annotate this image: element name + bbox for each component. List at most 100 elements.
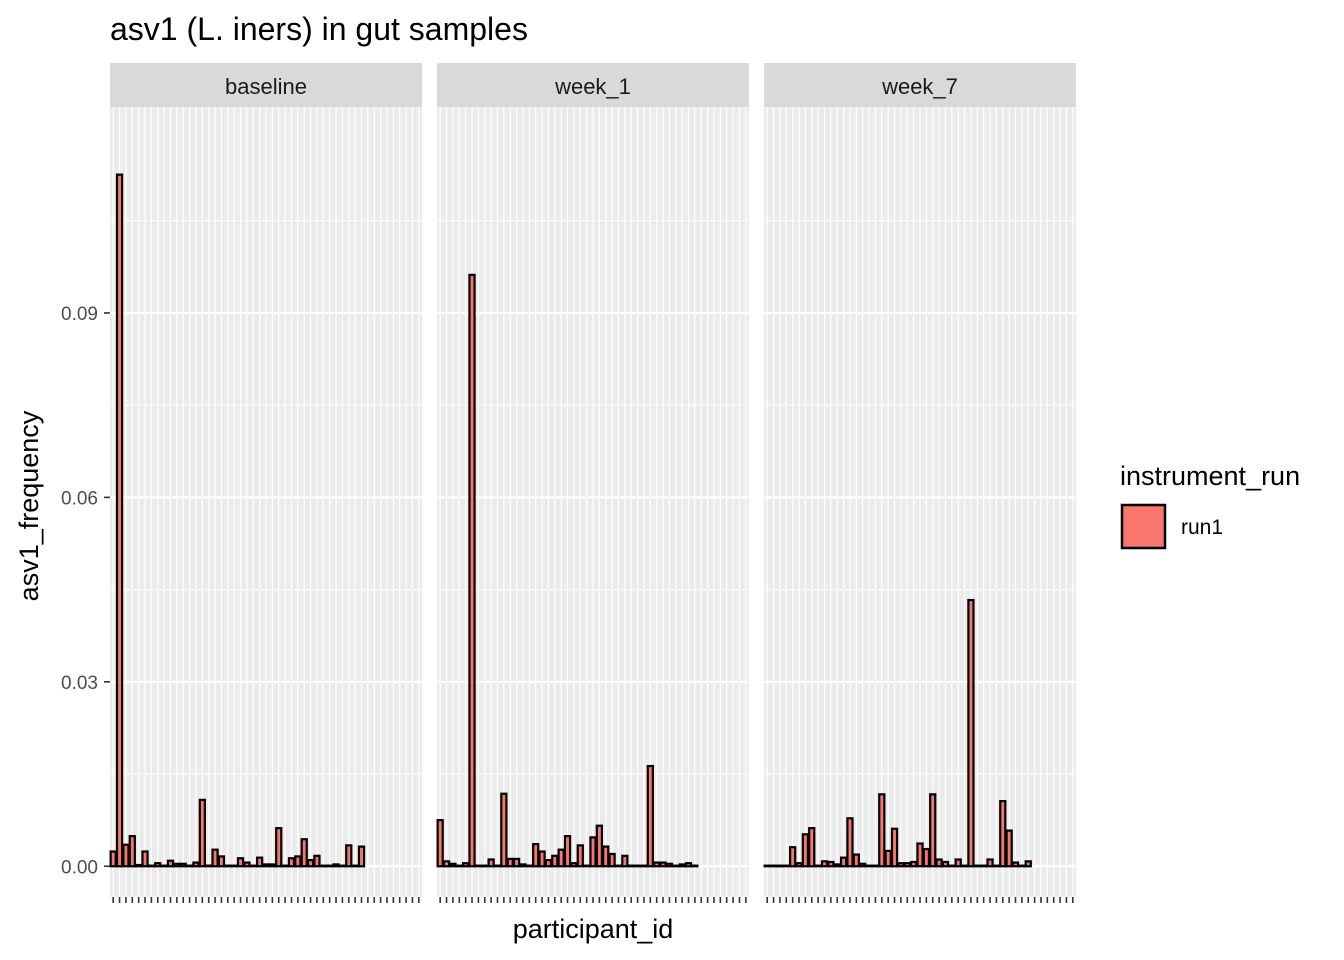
bar <box>986 858 994 868</box>
bar <box>973 864 981 868</box>
bar <box>589 836 597 868</box>
bar <box>640 864 648 868</box>
legend-title: instrument_run <box>1120 461 1300 491</box>
bar <box>332 863 340 868</box>
x-axis-title: participant_id <box>513 914 674 944</box>
bar <box>532 843 540 868</box>
bar <box>173 862 181 868</box>
bar <box>999 799 1007 868</box>
bar <box>820 860 829 868</box>
bar <box>436 819 444 868</box>
bar <box>160 864 168 868</box>
bar <box>960 864 969 868</box>
bar <box>916 842 924 868</box>
bar <box>262 863 270 868</box>
bar <box>519 863 527 868</box>
bar <box>313 854 321 868</box>
bar <box>576 844 584 868</box>
facet-strip <box>437 63 749 107</box>
bar <box>512 857 521 868</box>
bar <box>224 864 232 868</box>
bar <box>211 848 219 868</box>
bar <box>665 862 674 868</box>
bar <box>563 835 572 868</box>
bar <box>230 864 238 868</box>
bar <box>281 864 289 868</box>
bar <box>646 764 654 868</box>
bar <box>909 860 918 868</box>
bar <box>808 827 816 868</box>
facet-panels: baseline week_1 week_7 <box>109 63 1076 903</box>
bar <box>890 827 899 868</box>
bar <box>608 852 616 868</box>
bar <box>319 864 327 868</box>
bar <box>135 863 143 868</box>
bar <box>185 864 194 868</box>
bar <box>217 855 226 868</box>
bar <box>627 864 635 868</box>
facet-strip-label: week_7 <box>881 74 958 99</box>
bar <box>633 864 642 868</box>
bar <box>468 273 476 868</box>
bar <box>691 864 699 868</box>
bar <box>455 864 463 868</box>
legend-key-run1 <box>1120 503 1167 550</box>
bar <box>462 862 470 868</box>
bar <box>801 833 810 868</box>
facet-strip <box>764 63 1076 107</box>
bar <box>678 863 686 868</box>
bar <box>948 864 956 868</box>
bar <box>275 827 283 868</box>
bar <box>653 861 661 868</box>
bar <box>338 864 347 868</box>
y-tick-label: 0.03 <box>61 673 98 694</box>
legend: instrument_run run1 <box>1120 461 1300 550</box>
bar <box>884 849 892 868</box>
bar <box>878 793 886 868</box>
bar <box>967 598 975 868</box>
bar <box>941 860 950 868</box>
facet-panel-week_7: week_7 <box>763 63 1076 903</box>
bar <box>249 864 257 868</box>
bar <box>846 817 854 868</box>
bar <box>122 843 130 868</box>
bar <box>449 862 457 868</box>
bar <box>865 864 873 868</box>
bar <box>141 850 149 868</box>
bar <box>1005 829 1013 868</box>
legend-label-run1: run1 <box>1181 516 1223 539</box>
chart-title: asv1 (L. iners) in gut samples <box>110 11 528 47</box>
facet-strip-label: baseline <box>225 74 307 99</box>
bar <box>255 856 264 868</box>
facet-strip <box>110 63 422 107</box>
facet-strip-label: week_1 <box>554 74 631 99</box>
bar <box>474 864 483 868</box>
bar <box>922 847 931 868</box>
bar <box>1024 860 1032 868</box>
bar <box>795 862 803 868</box>
bar <box>506 857 514 868</box>
bar <box>294 855 302 868</box>
bar <box>179 862 187 868</box>
bar <box>198 798 206 868</box>
bar <box>769 864 778 868</box>
bar <box>481 864 489 868</box>
bar <box>357 845 366 868</box>
bar <box>570 862 578 868</box>
bar <box>992 864 1001 868</box>
bar <box>493 864 502 868</box>
bar <box>268 863 277 868</box>
bar <box>442 860 451 868</box>
bar <box>109 850 117 868</box>
bar <box>621 854 629 868</box>
bar <box>827 860 835 868</box>
bar <box>659 861 667 868</box>
y-tick-label: 0.09 <box>61 304 98 325</box>
y-tick-label: 0.00 <box>61 857 98 878</box>
bar <box>147 864 156 868</box>
bar <box>859 862 867 868</box>
bar <box>557 848 565 868</box>
bar <box>236 857 245 868</box>
bar <box>672 864 680 868</box>
bar <box>205 864 213 868</box>
